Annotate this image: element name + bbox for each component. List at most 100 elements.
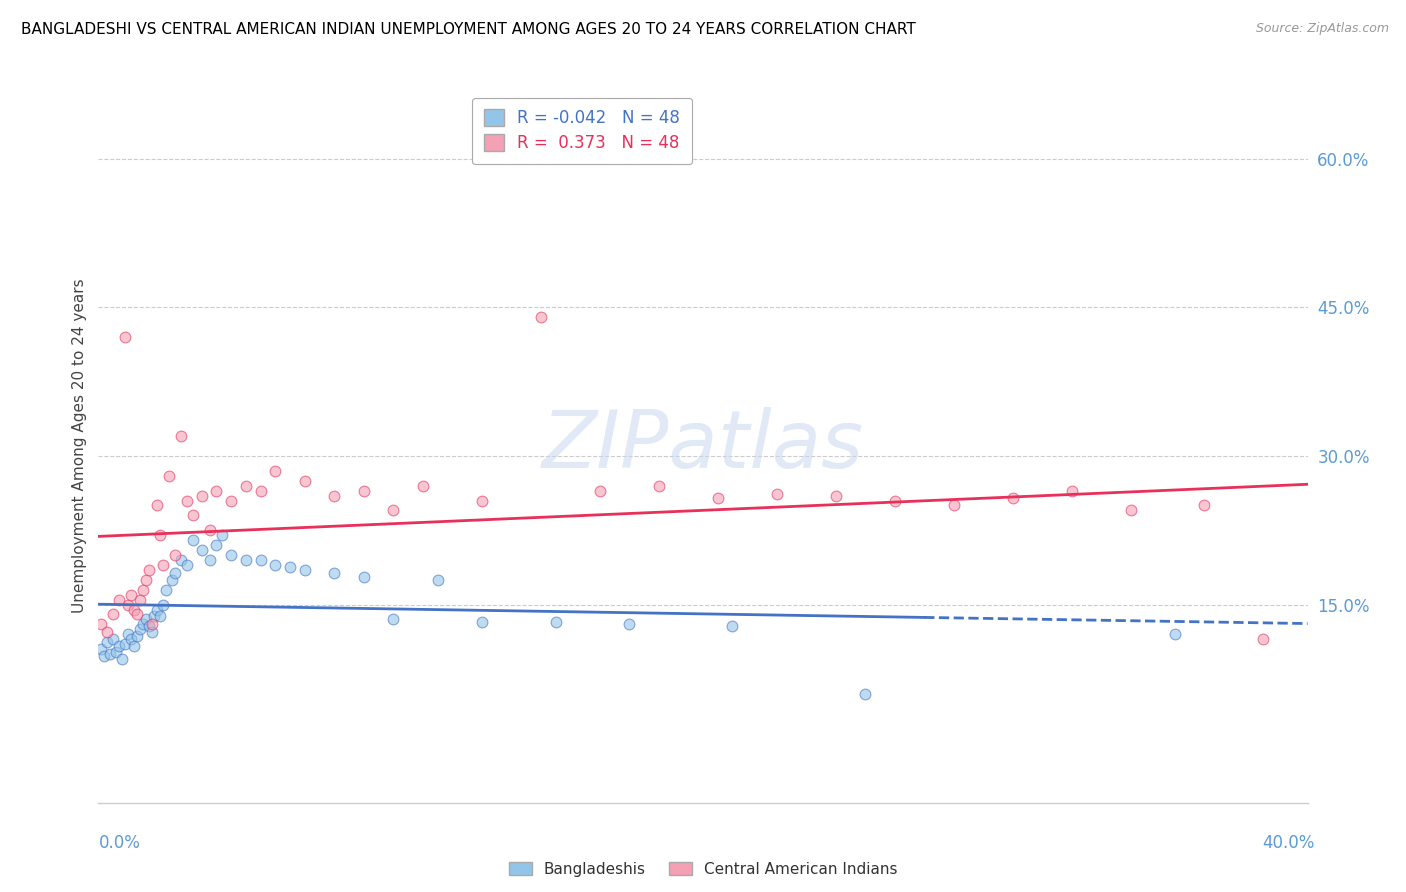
Text: 0.0%: 0.0% [98, 834, 141, 852]
Point [138, 563, 160, 577]
Point [235, 478, 257, 492]
Point [125, 607, 148, 622]
Point [128, 592, 150, 607]
Point [294, 474, 316, 488]
Point [544, 615, 567, 630]
Point [114, 330, 136, 344]
Text: BANGLADESHI VS CENTRAL AMERICAN INDIAN UNEMPLOYMENT AMONG AGES 20 TO 24 YEARS CO: BANGLADESHI VS CENTRAL AMERICAN INDIAN U… [21, 22, 915, 37]
Text: 40.0%: 40.0% [1263, 834, 1315, 852]
Point [93, 649, 115, 664]
Point [122, 639, 145, 653]
Point [294, 563, 316, 577]
Point [90, 642, 112, 657]
Y-axis label: Unemployment Among Ages 20 to 24 years: Unemployment Among Ages 20 to 24 years [72, 278, 87, 614]
Point [235, 553, 257, 567]
Point [90, 617, 112, 632]
Point [382, 503, 405, 517]
Point [117, 598, 139, 612]
Point [648, 478, 671, 492]
Point [149, 528, 172, 542]
Point [160, 573, 183, 587]
Point [152, 598, 174, 612]
Point [108, 639, 131, 653]
Point [105, 645, 128, 659]
Point [382, 612, 405, 626]
Text: ZIPatlas: ZIPatlas [541, 407, 865, 485]
Point [131, 617, 153, 632]
Point [122, 602, 145, 616]
Point [1060, 483, 1083, 498]
Point [176, 493, 198, 508]
Point [170, 429, 193, 443]
Point [149, 609, 172, 624]
Point [141, 617, 163, 632]
Point [176, 558, 198, 572]
Point [181, 533, 204, 548]
Point [205, 483, 228, 498]
Point [249, 553, 271, 567]
Point [765, 486, 787, 500]
Point [128, 623, 150, 637]
Point [170, 553, 193, 567]
Point [141, 625, 163, 640]
Point [249, 483, 271, 498]
Point [155, 582, 177, 597]
Point [824, 489, 846, 503]
Point [942, 499, 965, 513]
Point [138, 619, 160, 633]
Point [323, 566, 346, 580]
Point [120, 632, 142, 647]
Point [135, 612, 157, 626]
Point [471, 493, 494, 508]
Point [1253, 632, 1275, 647]
Point [111, 652, 134, 666]
Legend: Bangladeshis, Central American Indians: Bangladeshis, Central American Indians [501, 854, 905, 884]
Point [219, 548, 242, 562]
Point [1001, 491, 1024, 505]
Point [165, 566, 187, 580]
Point [264, 464, 287, 478]
Point [125, 629, 148, 643]
Point [143, 609, 166, 624]
Point [706, 491, 728, 505]
Point [278, 560, 301, 574]
Point [589, 483, 612, 498]
Point [190, 543, 212, 558]
Point [146, 499, 169, 513]
Point [120, 588, 142, 602]
Point [101, 607, 124, 622]
Point [98, 647, 121, 661]
Point [165, 548, 187, 562]
Point [114, 637, 136, 651]
Point [190, 489, 212, 503]
Point [619, 617, 641, 632]
Point [200, 523, 222, 537]
Point [117, 627, 139, 641]
Point [883, 493, 905, 508]
Point [219, 493, 242, 508]
Point [146, 602, 169, 616]
Point [471, 615, 494, 630]
Point [1194, 499, 1216, 513]
Point [353, 483, 375, 498]
Text: Source: ZipAtlas.com: Source: ZipAtlas.com [1256, 22, 1389, 36]
Point [157, 468, 180, 483]
Point [721, 619, 744, 633]
Point [96, 635, 118, 649]
Point [211, 528, 233, 542]
Point [853, 687, 876, 701]
Point [264, 558, 287, 572]
Point [353, 570, 375, 584]
Point [412, 478, 434, 492]
Point [1119, 503, 1142, 517]
Point [152, 558, 174, 572]
Point [200, 553, 222, 567]
Legend: R = -0.042   N = 48, R =  0.373   N = 48: R = -0.042 N = 48, R = 0.373 N = 48 [472, 97, 692, 164]
Point [1164, 627, 1187, 641]
Point [135, 573, 157, 587]
Point [96, 625, 118, 640]
Point [426, 573, 449, 587]
Point [205, 538, 228, 552]
Point [131, 582, 153, 597]
Point [530, 310, 553, 325]
